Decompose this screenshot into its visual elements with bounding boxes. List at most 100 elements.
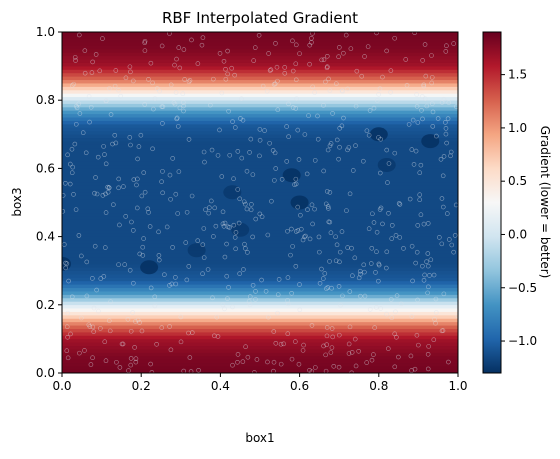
sample-point xyxy=(330,111,335,116)
sample-point xyxy=(376,92,381,97)
sample-point xyxy=(421,82,427,88)
sample-point xyxy=(415,223,421,228)
sample-point xyxy=(323,352,328,358)
heatmap-cell xyxy=(62,318,458,323)
sample-point xyxy=(72,55,78,60)
sample-point xyxy=(113,68,119,73)
sample-point xyxy=(424,103,430,109)
heatmap-cell xyxy=(62,239,458,244)
sample-point xyxy=(440,204,446,210)
sample-point xyxy=(374,305,379,310)
heatmap-cell xyxy=(62,161,458,166)
sample-point xyxy=(103,98,109,104)
sample-point xyxy=(392,331,398,337)
sample-point xyxy=(217,127,222,133)
sample-point xyxy=(73,207,79,212)
sample-point xyxy=(441,154,447,159)
sample-point xyxy=(91,329,96,334)
sample-point xyxy=(222,220,228,226)
sample-points xyxy=(62,32,458,373)
sample-point xyxy=(438,157,444,162)
sample-point xyxy=(134,182,139,188)
sample-point xyxy=(222,254,228,260)
sample-point xyxy=(239,155,245,161)
sample-point xyxy=(90,355,95,361)
sample-point xyxy=(324,189,330,194)
sample-point xyxy=(199,42,205,48)
sample-point xyxy=(252,45,258,50)
sample-point xyxy=(252,370,257,373)
sample-point xyxy=(108,112,114,117)
sample-point xyxy=(173,275,178,280)
sample-point xyxy=(409,368,414,373)
sample-point xyxy=(70,164,76,170)
sample-point xyxy=(69,294,75,300)
sample-point xyxy=(203,207,208,212)
sample-point xyxy=(243,246,248,251)
sample-point xyxy=(146,77,151,82)
sample-point xyxy=(254,357,260,362)
heatmap-cell xyxy=(62,270,458,275)
sample-point xyxy=(369,357,375,363)
sample-point xyxy=(200,35,206,40)
sample-point xyxy=(426,344,431,349)
sample-point xyxy=(139,193,145,199)
sample-point xyxy=(297,51,302,56)
sample-point xyxy=(422,42,428,47)
local-minimum xyxy=(187,243,206,258)
sample-point xyxy=(377,86,383,91)
sample-point xyxy=(271,82,277,87)
sample-point xyxy=(142,189,148,195)
sample-point xyxy=(293,229,299,234)
heatmap-cell xyxy=(62,62,458,67)
sample-point xyxy=(128,328,134,334)
y-tick-label: 0.0 xyxy=(36,366,55,380)
sample-point xyxy=(177,105,183,111)
heatmap-cell xyxy=(62,345,458,350)
sample-point xyxy=(327,143,333,148)
sample-point xyxy=(433,320,438,326)
sample-point xyxy=(90,276,95,281)
sample-point xyxy=(83,150,89,156)
sample-point xyxy=(386,161,392,166)
sample-point xyxy=(94,287,99,293)
sample-point xyxy=(63,180,68,186)
sample-point xyxy=(84,293,90,299)
sample-point xyxy=(423,73,429,79)
sample-point xyxy=(431,337,437,343)
sample-point xyxy=(272,81,278,87)
sample-point xyxy=(324,333,330,339)
local-minimum xyxy=(282,168,301,183)
sample-point xyxy=(367,307,373,312)
sample-point xyxy=(295,204,301,210)
heatmap-cell xyxy=(62,103,458,108)
sample-point xyxy=(349,350,355,355)
sample-point xyxy=(116,262,121,267)
sample-point xyxy=(293,181,299,187)
sample-point xyxy=(226,285,231,290)
sample-point xyxy=(128,69,133,75)
heatmap-cell xyxy=(62,338,458,343)
sample-point xyxy=(184,209,190,215)
heatmap-cell xyxy=(62,249,458,254)
sample-point xyxy=(272,178,277,183)
sample-point xyxy=(319,57,324,63)
sample-point xyxy=(422,272,427,278)
heatmap-cell xyxy=(62,38,458,43)
sample-point xyxy=(389,223,395,228)
heatmap-cell xyxy=(62,123,458,128)
sample-point xyxy=(430,124,436,129)
heatmap-cell xyxy=(62,89,458,94)
heatmap-cell xyxy=(62,174,458,179)
sample-point xyxy=(371,352,376,357)
heatmap-cell xyxy=(62,110,458,115)
sample-point xyxy=(217,51,223,56)
sample-point xyxy=(102,339,108,345)
sample-point xyxy=(296,157,302,162)
sample-point xyxy=(273,166,279,171)
heatmap-cell xyxy=(62,297,458,302)
sample-point xyxy=(302,234,307,240)
sample-point xyxy=(71,81,76,87)
local-minimum xyxy=(290,195,309,210)
sample-point xyxy=(321,103,326,108)
